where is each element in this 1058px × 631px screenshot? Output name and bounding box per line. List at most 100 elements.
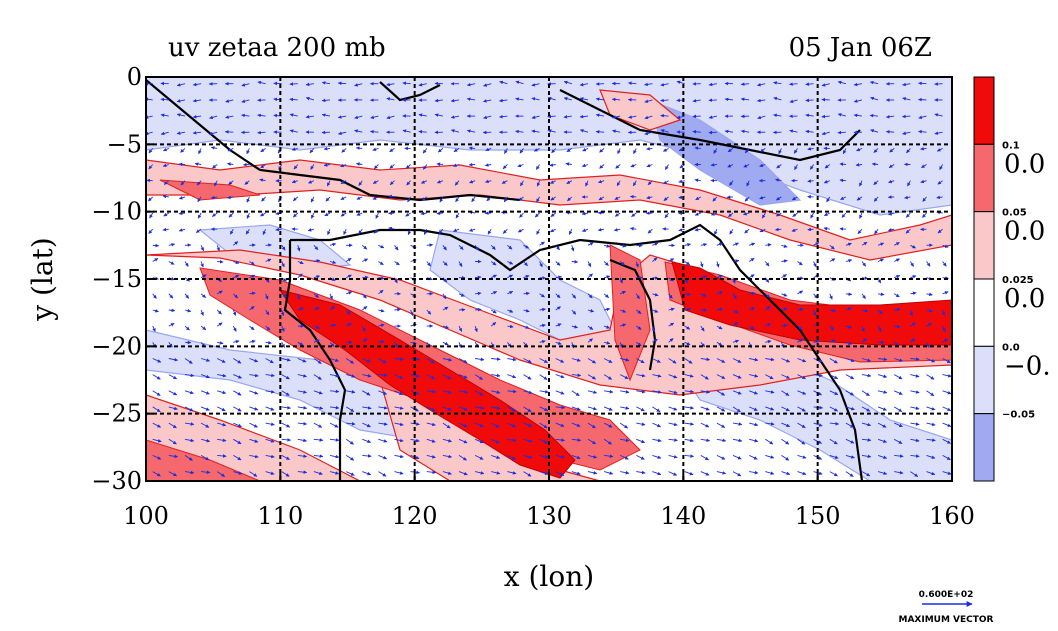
wind-vector [200,422,210,428]
wind-vector [708,130,717,135]
wind-vector [651,325,656,333]
wind-vector [646,195,653,200]
wind-vector [587,390,598,394]
wind-vector [362,406,372,410]
wind-vector [531,115,540,120]
wind-vector [668,307,675,312]
wind-vector [732,322,739,327]
wind-vector [289,97,298,102]
wind-vector [405,212,411,217]
wind-vector [539,323,546,328]
wind-vector [436,162,443,166]
wind-vector [889,148,895,153]
wind-vector [426,389,437,394]
wind-vector [793,148,798,154]
wind-vector [749,357,759,362]
wind-vector [518,196,524,202]
wind-vector [603,261,609,266]
wind-vector [716,422,726,428]
wind-vector [362,305,368,311]
wind-vector [394,390,403,396]
wind-vector [585,180,589,187]
wind-vector [305,96,315,101]
wind-vector [260,212,266,217]
wind-vector [293,164,299,170]
wind-vector [636,422,646,426]
wind-vector [910,338,916,343]
wind-vector [439,196,444,203]
wind-vector [775,178,782,182]
wind-vector [358,228,363,235]
wind-vector [168,261,175,265]
wind-vector [910,275,917,279]
wind-vector [746,180,750,187]
wind-vector [426,358,435,364]
wind-vector [249,454,259,459]
wind-vector [297,293,301,300]
wind-vector [345,455,355,461]
wind-vector [877,374,888,378]
wind-vector [684,292,691,296]
wind-vector [791,228,798,232]
wind-vector [728,212,734,218]
wind-vector [894,275,901,279]
wind-vector [216,309,222,315]
wind-vector [571,390,580,397]
wind-vector [375,212,379,219]
wind-vector [503,196,508,203]
wind-vector [233,438,242,445]
wind-vector [893,242,900,246]
wind-vector [210,146,218,150]
wind-vector [550,180,556,184]
x-tick-label: 140 [660,502,706,530]
wind-vector [442,245,447,251]
wind-vector [781,438,790,445]
wind-vector [603,293,609,298]
wind-vector [765,293,771,299]
wind-vector [217,358,226,363]
wind-vector [486,196,492,202]
wind-vector [821,131,830,136]
wind-vector [346,374,356,378]
wind-vector [523,390,533,395]
wind-vector [934,82,943,86]
wind-vector [200,390,210,395]
wind-vector [438,228,444,234]
wind-vector [635,293,640,300]
wind-vector [216,290,223,295]
wind-vector [515,129,524,134]
wind-vector [458,261,463,268]
wind-vector [792,212,798,217]
wind-vector [386,115,395,120]
wind-vector [394,245,399,251]
wind-vector [216,322,223,327]
wind-vector [533,148,540,152]
wind-vector [636,406,645,412]
wind-vector [732,309,739,314]
wind-vector [233,274,240,279]
wind-vector [555,341,562,345]
wind-vector [555,422,565,427]
wind-vector [587,242,594,246]
wind-vector [180,148,186,153]
wind-vector [394,261,400,266]
coastlines [146,79,864,481]
wind-vector [869,113,879,118]
wind-vector [765,438,774,445]
wind-vector [563,80,572,85]
wind-vector [281,245,286,251]
wind-vector [458,325,463,332]
wind-vector [936,148,943,152]
wind-vector [372,196,379,200]
wind-vector [826,196,831,203]
wind-vector [197,196,202,203]
wind-vector [454,180,460,186]
wind-vector [471,196,476,203]
wind-vector [652,438,662,443]
wind-vector [810,212,814,219]
wind-vector [620,406,630,410]
wind-vector [724,129,734,134]
wind-vector [781,358,791,363]
wind-vector [555,306,561,311]
